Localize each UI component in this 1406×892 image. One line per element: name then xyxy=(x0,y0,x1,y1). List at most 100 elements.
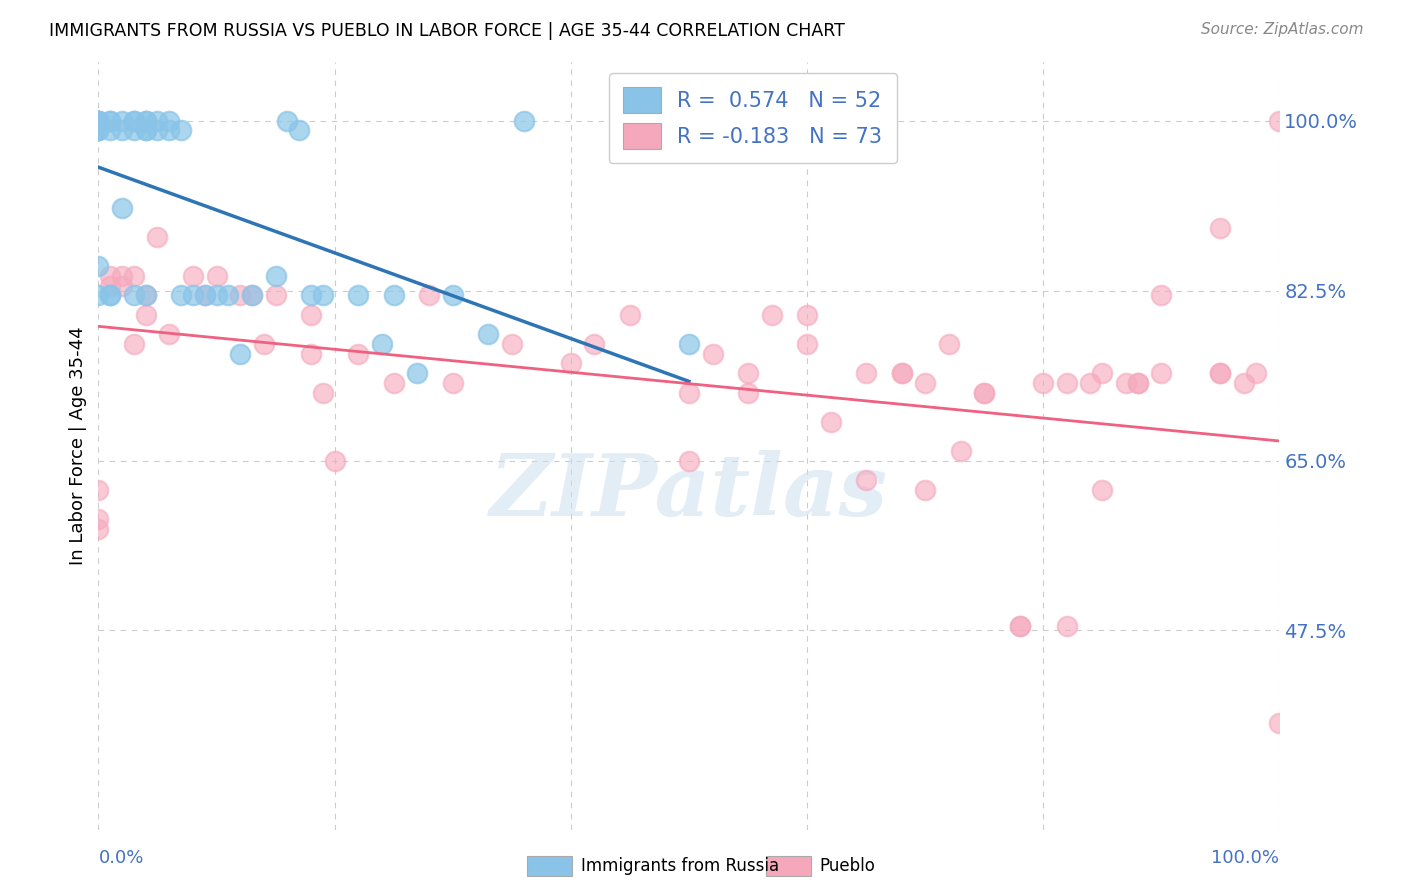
Point xyxy=(855,473,877,487)
Point xyxy=(122,288,145,302)
Point xyxy=(122,337,145,351)
Point xyxy=(1268,715,1291,730)
Text: 0.0%: 0.0% xyxy=(98,849,143,867)
Text: 100.0%: 100.0% xyxy=(1212,849,1279,867)
Point xyxy=(87,522,110,536)
Point xyxy=(240,288,263,302)
Point xyxy=(1209,366,1232,380)
Point xyxy=(170,123,193,137)
Point xyxy=(737,385,759,400)
Point xyxy=(299,308,322,322)
Point xyxy=(441,288,464,302)
Point xyxy=(1150,366,1173,380)
Point xyxy=(276,113,298,128)
Point xyxy=(264,268,287,283)
Point xyxy=(157,113,180,128)
Legend: R =  0.574   N = 52, R = -0.183   N = 73: R = 0.574 N = 52, R = -0.183 N = 73 xyxy=(609,73,897,163)
Point xyxy=(87,512,110,526)
Point xyxy=(938,337,960,351)
Point xyxy=(111,201,134,215)
Point xyxy=(855,366,877,380)
Point xyxy=(406,366,429,380)
Point xyxy=(1126,376,1149,390)
Point xyxy=(217,288,239,302)
Point xyxy=(146,113,169,128)
Point xyxy=(1056,618,1078,632)
Point xyxy=(299,288,322,302)
Point xyxy=(229,288,252,302)
Point xyxy=(583,337,606,351)
Point xyxy=(181,288,204,302)
Text: Source: ZipAtlas.com: Source: ZipAtlas.com xyxy=(1201,22,1364,37)
Point xyxy=(98,268,121,283)
Point xyxy=(299,347,322,361)
Point xyxy=(135,288,157,302)
Point xyxy=(111,278,134,293)
Point xyxy=(1244,366,1267,380)
Point xyxy=(1150,288,1173,302)
Point xyxy=(347,288,370,302)
Point xyxy=(122,113,145,128)
Point xyxy=(382,376,405,390)
Point xyxy=(87,123,110,137)
Point xyxy=(477,327,499,342)
Point xyxy=(122,268,145,283)
Point xyxy=(240,288,263,302)
Point xyxy=(229,347,252,361)
Point xyxy=(796,337,818,351)
Point xyxy=(87,123,110,137)
Point xyxy=(87,113,110,128)
Point xyxy=(98,113,121,128)
Point xyxy=(761,308,783,322)
Point xyxy=(796,308,818,322)
Point xyxy=(87,113,110,128)
Point xyxy=(890,366,912,380)
Point xyxy=(1080,376,1102,390)
Point xyxy=(253,337,276,351)
Point xyxy=(111,268,134,283)
Point xyxy=(1126,376,1149,390)
Point xyxy=(441,376,464,390)
Point xyxy=(98,288,121,302)
Point xyxy=(1008,618,1031,632)
Point xyxy=(678,337,700,351)
Text: Pueblo: Pueblo xyxy=(820,857,876,875)
Point xyxy=(87,483,110,497)
Point xyxy=(890,366,912,380)
Point xyxy=(135,123,157,137)
Point xyxy=(181,268,204,283)
Point xyxy=(1032,376,1054,390)
Point xyxy=(1008,618,1031,632)
Point xyxy=(170,288,193,302)
Point xyxy=(205,288,228,302)
Point xyxy=(98,113,121,128)
Point xyxy=(1091,366,1114,380)
Point xyxy=(323,453,346,467)
Point xyxy=(87,113,110,128)
Point xyxy=(87,113,110,128)
Point xyxy=(914,376,936,390)
Point xyxy=(820,415,842,429)
Point xyxy=(98,278,121,293)
Point xyxy=(949,443,972,458)
Point xyxy=(1209,220,1232,235)
Point xyxy=(560,356,582,370)
Point xyxy=(87,113,110,128)
Point xyxy=(194,288,217,302)
Point xyxy=(312,385,335,400)
Point xyxy=(973,385,995,400)
Point xyxy=(87,260,110,274)
Point xyxy=(371,337,394,351)
Point xyxy=(501,337,523,351)
Point xyxy=(1115,376,1137,390)
Point xyxy=(702,347,724,361)
Point xyxy=(87,123,110,137)
Point xyxy=(146,230,169,244)
Point xyxy=(205,268,228,283)
Point xyxy=(135,288,157,302)
Text: Immigrants from Russia: Immigrants from Russia xyxy=(581,857,779,875)
Y-axis label: In Labor Force | Age 35-44: In Labor Force | Age 35-44 xyxy=(69,326,87,566)
Point xyxy=(1056,376,1078,390)
Point xyxy=(512,113,534,128)
Point xyxy=(135,113,157,128)
